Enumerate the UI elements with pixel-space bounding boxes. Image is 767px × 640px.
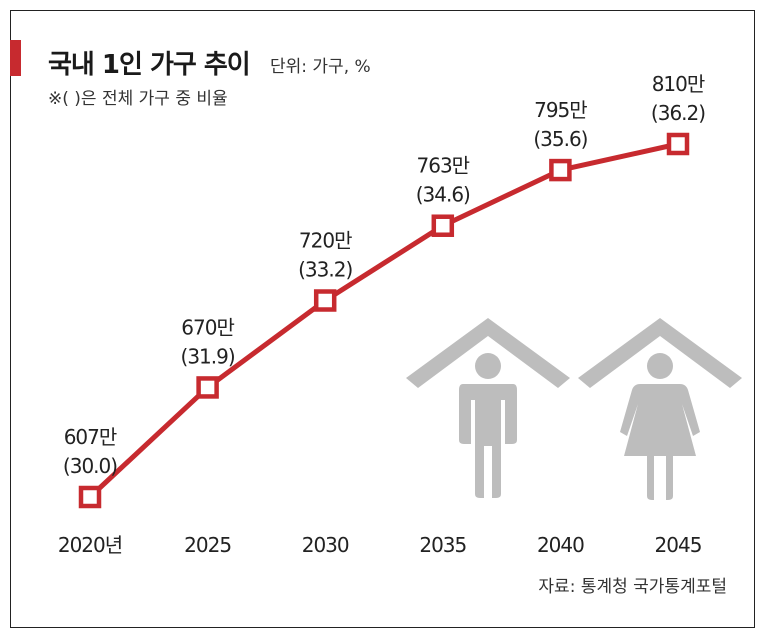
x-tick-label: 2045 xyxy=(655,533,702,557)
x-tick-label: 2035 xyxy=(419,533,466,557)
source-label: 자료: 통계청 국가통계포털 xyxy=(538,577,727,597)
data-point-marker xyxy=(78,485,102,509)
house-woman-icon xyxy=(578,318,742,500)
data-point-marker xyxy=(666,132,690,156)
value-label: 720만 xyxy=(299,229,352,253)
ratio-note: ※( )은 전체 가구 중 비율 xyxy=(48,89,228,109)
x-tick-label: 2030 xyxy=(302,533,349,557)
series-line xyxy=(88,141,679,499)
value-label: 670만 xyxy=(181,315,234,339)
chart-title: 국내 1인 가구 추이 xyxy=(48,50,251,80)
title-accent-bar xyxy=(10,40,21,76)
ratio-label: (34.6) xyxy=(416,183,470,207)
ratio-label: (33.2) xyxy=(298,258,352,282)
data-point-marker xyxy=(196,376,219,399)
house-man-icon xyxy=(406,318,570,498)
x-tick-label: 2040 xyxy=(537,533,584,557)
data-point-marker xyxy=(431,214,455,237)
ratio-label: (35.6) xyxy=(533,127,587,151)
chart-frame xyxy=(10,10,755,628)
value-label: 810만 xyxy=(652,72,705,96)
unit-label: 단위: 가구, % xyxy=(270,57,371,77)
ratio-label: (30.0) xyxy=(63,454,117,478)
ratio-label: (31.9) xyxy=(181,344,235,368)
value-label: 763만 xyxy=(417,154,470,178)
data-point-marker xyxy=(313,289,337,312)
x-tick-label: 2020년 xyxy=(58,533,122,557)
x-tick-label: 2025 xyxy=(184,533,231,557)
value-label: 607만 xyxy=(64,425,117,449)
ratio-label: (36.2) xyxy=(651,101,705,125)
value-label: 795만 xyxy=(534,98,587,122)
data-point-marker xyxy=(549,158,572,182)
